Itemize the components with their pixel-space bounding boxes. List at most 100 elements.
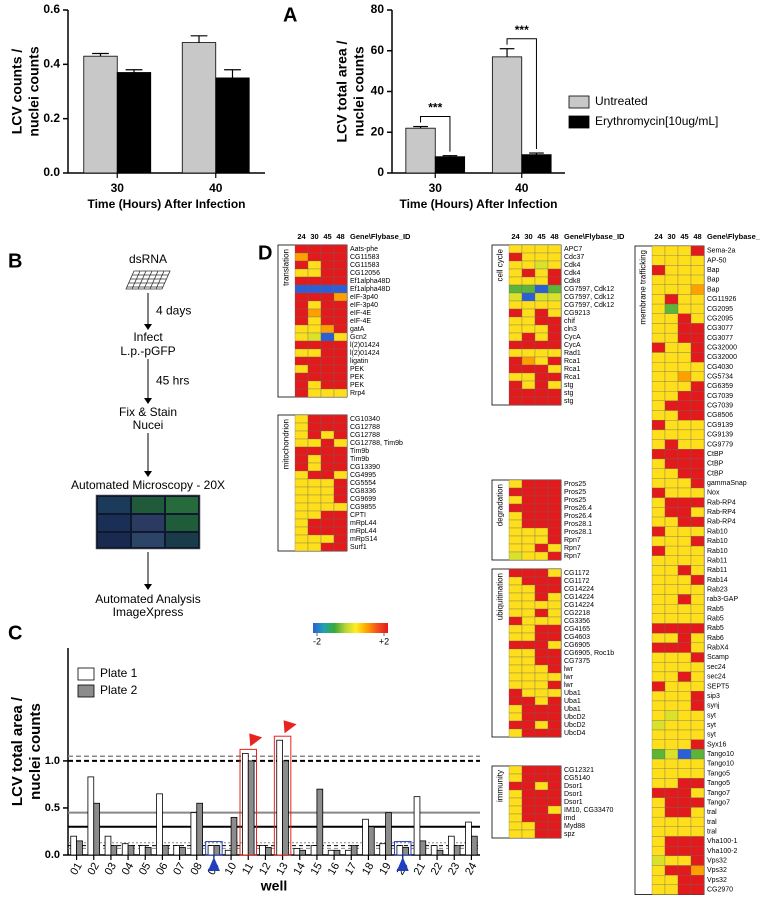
- gene-label: Pros25: [564, 481, 586, 488]
- heatmap-cell: [651, 846, 666, 856]
- gene-label: eIF-3p40: [350, 294, 378, 301]
- significance-label: ***: [515, 23, 529, 37]
- well-marker: [283, 720, 297, 734]
- heatmap-cell: [690, 274, 705, 285]
- heatmap-cell: [664, 865, 679, 876]
- heatmap-cell: [664, 594, 679, 605]
- y-tick-label: 0.0: [43, 165, 60, 179]
- heatmap-cell: [690, 739, 705, 750]
- heatmap-cell: [320, 252, 335, 262]
- heatmap-cell: [508, 308, 523, 318]
- heatmap-cell: [677, 313, 692, 324]
- heatmap-cell: [320, 414, 335, 424]
- id-header: Gene\Flybase_ID: [350, 232, 411, 241]
- heatmap-cell: [690, 584, 705, 595]
- heatmap-cell: [521, 356, 536, 366]
- heatmap-cell: [320, 388, 335, 398]
- heatmap-cell: [534, 568, 549, 578]
- heatmap-cell: [294, 284, 309, 294]
- heatmap-cell: [320, 526, 335, 536]
- heatmap-cell: [521, 479, 536, 489]
- heatmap-cell: [690, 536, 705, 547]
- heatmap-cell: [664, 439, 679, 450]
- heatmap-cell: [534, 396, 549, 406]
- heatmap-cell: [333, 430, 348, 440]
- gene-label: PEK: [350, 382, 364, 389]
- flow-node-label: dsRNA: [129, 252, 167, 266]
- gene-label: CG32000: [707, 354, 737, 361]
- heatmap-cell: [651, 865, 666, 876]
- gene-label: Syx16: [707, 741, 727, 748]
- bar: [379, 843, 386, 856]
- heatmap-cell: [521, 308, 536, 318]
- legend-label: Untreated: [595, 94, 648, 108]
- gene-label: Rab11: [707, 557, 727, 564]
- heatmap-cell: [307, 324, 322, 334]
- heatmap-cell: [547, 789, 562, 799]
- heatmap-cell: [547, 252, 562, 262]
- heatmap-cell: [333, 268, 348, 278]
- heatmap-cell: [651, 594, 666, 605]
- gene-label: CG5140: [564, 775, 590, 782]
- heatmap-cell: [320, 316, 335, 326]
- gene-label: CG6905, Roc1b: [564, 650, 614, 657]
- heatmap-cell: [651, 265, 666, 276]
- y-axis-label: LCV total area /: [334, 40, 350, 142]
- heatmap-cell: [534, 600, 549, 610]
- heatmap-cell: [534, 519, 549, 529]
- gene-label: CPTI: [350, 512, 366, 519]
- heatmap-cell: [547, 527, 562, 537]
- heatmap-cell: [547, 680, 562, 690]
- bar: [144, 847, 152, 856]
- gene-label: l(2)01424: [350, 350, 380, 357]
- heatmap-cell: [664, 265, 679, 276]
- gene-label: Rca1: [564, 366, 580, 373]
- heatmap-cell: [547, 632, 562, 642]
- bar: [173, 845, 180, 856]
- heatmap-cell: [664, 332, 679, 343]
- heatmap-cell: [664, 410, 679, 421]
- heatmap-cell: [664, 245, 679, 256]
- y-tick-label: 0.5: [45, 802, 60, 814]
- heatmap-cell: [294, 292, 309, 302]
- heatmap-cell: [508, 805, 523, 815]
- heatmap-cell: [534, 712, 549, 722]
- heatmap-cell: [294, 380, 309, 390]
- heatmap-cell: [508, 511, 523, 521]
- y-tick-label: 60: [371, 43, 385, 57]
- heatmap-cell: [651, 826, 666, 837]
- heatmap-cell: [664, 371, 679, 382]
- gene-label: syt: [707, 712, 716, 719]
- heatmap-cell: [651, 284, 666, 295]
- heatmap-cell: [664, 613, 679, 624]
- bar: [327, 849, 335, 856]
- heatmap-cell: [294, 542, 309, 552]
- heatmap-cell: [651, 816, 666, 827]
- flow-arrowhead: [144, 324, 152, 330]
- heatmap-cell: [547, 616, 562, 626]
- significance-bracket: [420, 116, 451, 152]
- heatmap-cell: [521, 503, 536, 513]
- heatmap-cell: [320, 300, 335, 310]
- heatmap-cell: [547, 568, 562, 578]
- well-marker: [207, 857, 220, 871]
- heatmap-cell: [651, 487, 666, 498]
- gene-label: Pros25: [564, 489, 586, 496]
- gene-label: stg: [564, 390, 573, 397]
- heatmap-cell: [690, 410, 705, 421]
- bar: [448, 835, 455, 856]
- heatmap-cell: [508, 519, 523, 529]
- heatmap-cell: [333, 526, 348, 536]
- x-axis-label: well: [260, 878, 287, 894]
- gene-label: CG14224: [564, 594, 594, 601]
- heatmap-cell: [690, 865, 705, 876]
- heatmap-cell: [508, 616, 523, 626]
- heatmap-cell: [508, 576, 523, 586]
- heatmap-cell: [677, 429, 692, 440]
- gene-label: Pros26.4: [564, 505, 592, 512]
- heatmap-cell: [547, 664, 562, 674]
- heatmap-cell: [677, 323, 692, 334]
- gene-label: UbcD2: [564, 722, 586, 729]
- heatmap-cell: [333, 276, 348, 286]
- heatmap-cell: [320, 502, 335, 512]
